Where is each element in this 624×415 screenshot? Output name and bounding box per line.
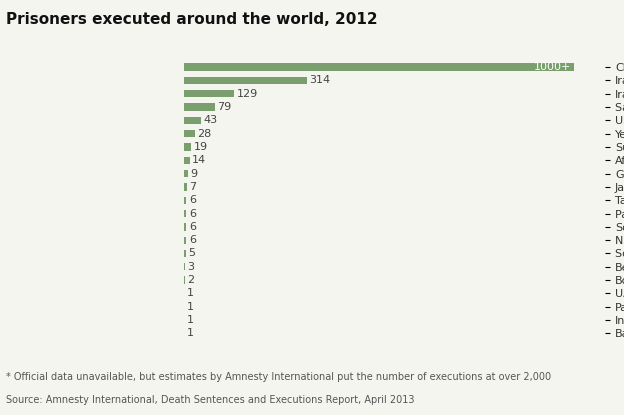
Text: 6: 6 xyxy=(188,222,196,232)
Bar xyxy=(184,130,195,137)
Text: * Official data unavailable, but estimates by Amnesty International put the numb: * Official data unavailable, but estimat… xyxy=(6,372,552,382)
Text: 1000+: 1000+ xyxy=(534,62,571,72)
Text: 14: 14 xyxy=(192,155,206,165)
Text: Prisoners executed around the world, 2012: Prisoners executed around the world, 201… xyxy=(6,12,378,27)
Text: 1: 1 xyxy=(187,302,194,312)
Bar xyxy=(184,183,187,190)
Text: 9: 9 xyxy=(190,168,197,178)
Text: 1: 1 xyxy=(187,288,194,298)
Bar xyxy=(184,90,235,98)
Text: 314: 314 xyxy=(309,76,330,85)
Text: 7: 7 xyxy=(189,182,197,192)
Bar xyxy=(184,77,306,84)
Text: 129: 129 xyxy=(236,89,258,99)
Bar xyxy=(184,263,185,271)
Bar xyxy=(184,197,187,204)
Bar xyxy=(184,237,187,244)
Text: 1: 1 xyxy=(187,315,194,325)
Bar xyxy=(184,156,190,164)
Bar xyxy=(184,170,188,177)
Text: 6: 6 xyxy=(188,235,196,245)
Text: 2: 2 xyxy=(187,275,194,285)
Text: 6: 6 xyxy=(188,195,196,205)
Bar xyxy=(184,117,201,124)
Bar xyxy=(184,63,574,71)
Bar xyxy=(184,103,215,111)
Text: 79: 79 xyxy=(217,102,232,112)
Text: 6: 6 xyxy=(188,209,196,219)
Bar xyxy=(184,250,186,257)
Text: 1: 1 xyxy=(187,328,194,338)
Text: 19: 19 xyxy=(194,142,208,152)
Text: Source: Amnesty International, Death Sentences and Executions Report, April 2013: Source: Amnesty International, Death Sen… xyxy=(6,395,415,405)
Bar xyxy=(184,223,187,230)
Text: 43: 43 xyxy=(203,115,217,125)
Bar xyxy=(184,276,185,284)
Bar xyxy=(184,143,192,151)
Bar xyxy=(184,210,187,217)
Text: 28: 28 xyxy=(197,129,212,139)
Text: 3: 3 xyxy=(188,262,195,272)
Text: 5: 5 xyxy=(188,249,195,259)
